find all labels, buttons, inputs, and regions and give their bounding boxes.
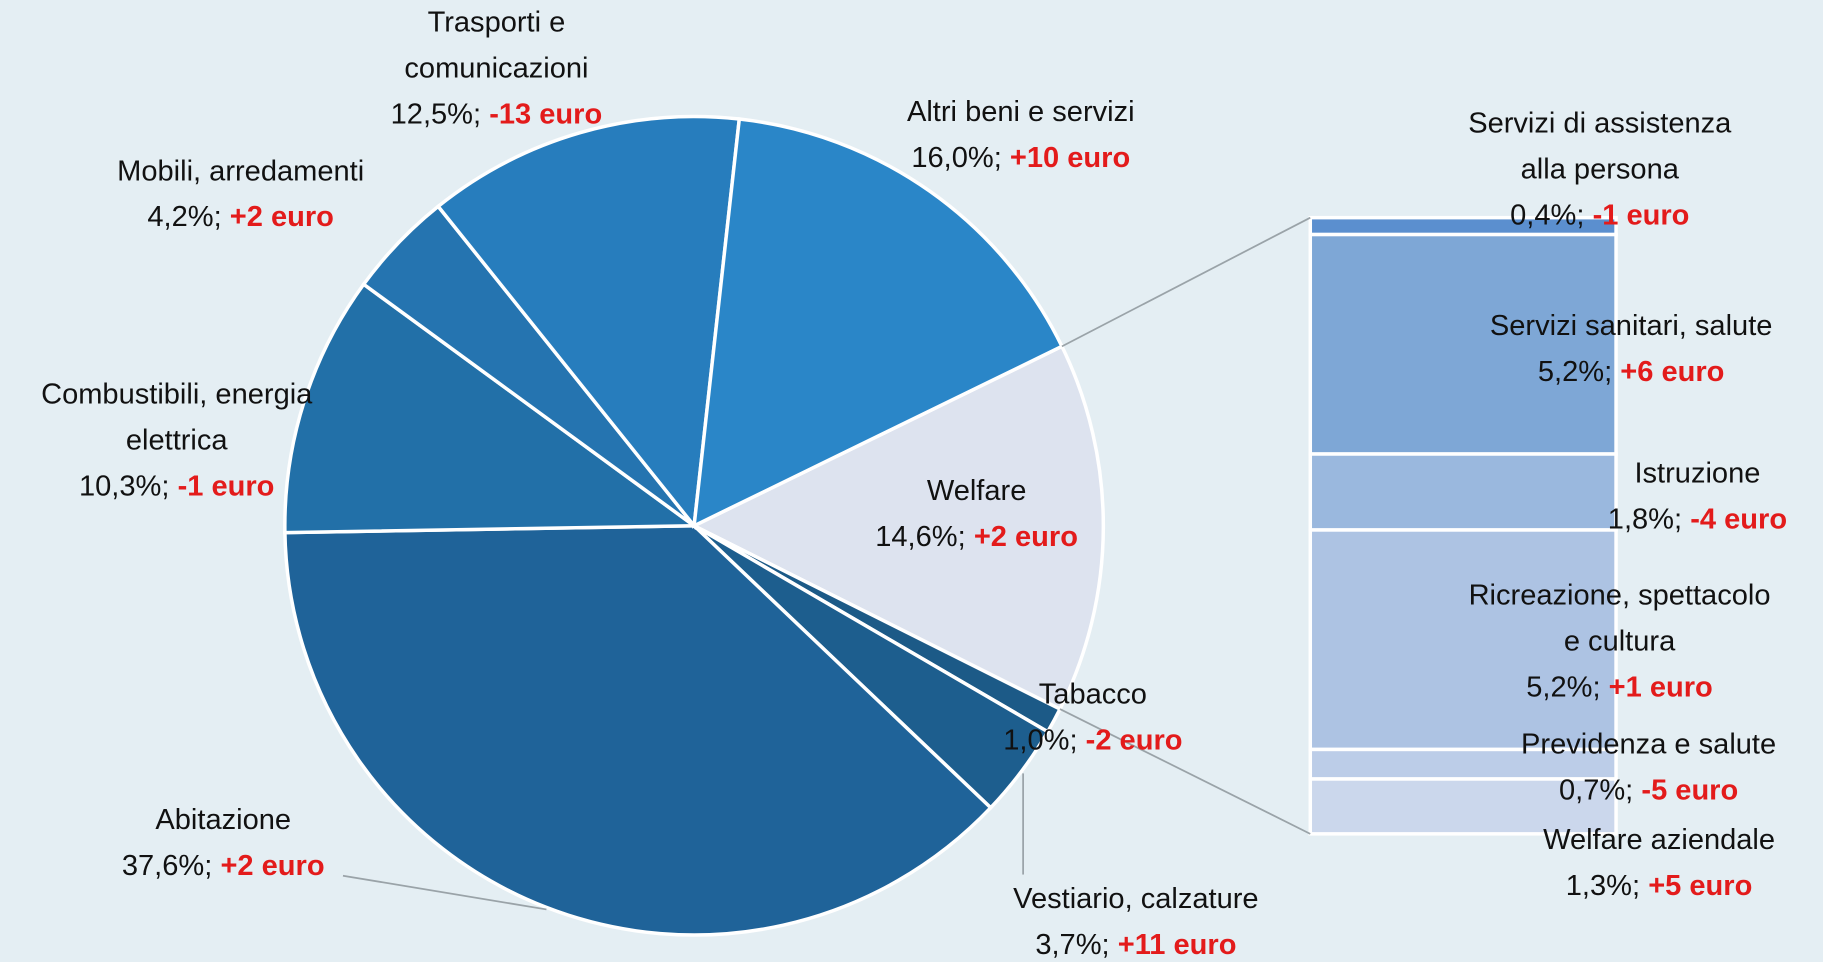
category-label: Welfare aziendale xyxy=(1543,824,1775,856)
category-label: Ricreazione, spettacolo e cultura xyxy=(1469,579,1771,657)
category-label: Istruzione xyxy=(1634,457,1760,489)
percent-label: 5,2%; xyxy=(1538,356,1612,388)
percent-label: 37,6%; xyxy=(122,850,212,882)
pie-slice xyxy=(435,114,742,531)
pie-slice xyxy=(692,117,1065,529)
category-label: Abitazione xyxy=(155,804,291,836)
percent-label: 1,0%; xyxy=(1003,724,1077,756)
bar-segment xyxy=(1308,528,1618,752)
change-label: -1 euro xyxy=(1593,199,1690,231)
category-label: Welfare xyxy=(927,475,1027,507)
category-label: Mobili, arredamenti xyxy=(117,155,364,187)
change-label: +5 euro xyxy=(1648,869,1752,901)
leader-line xyxy=(342,874,547,911)
percent-label: 5,2%; xyxy=(1526,671,1600,703)
category-label: Combustibili, energia elettrica xyxy=(41,378,313,456)
change-label: -1 euro xyxy=(178,470,275,502)
value-label: 0,4%; -1 euro xyxy=(1510,199,1689,231)
change-label: -5 euro xyxy=(1641,774,1738,806)
bar-segment xyxy=(1308,232,1618,456)
value-label: 1,8%; -4 euro xyxy=(1608,503,1787,535)
pie-slice xyxy=(283,524,994,937)
change-label: +6 euro xyxy=(1620,356,1724,388)
value-label: 1,3%; +5 euro xyxy=(1566,869,1753,901)
category-label: Vestiario, calzature xyxy=(1013,883,1258,915)
percent-label: 10,3%; xyxy=(79,470,169,502)
change-label: +1 euro xyxy=(1609,671,1713,703)
change-label: -13 euro xyxy=(489,98,602,130)
pie-slice xyxy=(283,281,700,535)
change-label: +11 euro xyxy=(1118,929,1237,961)
category-label: Trasporti e comunicazioni xyxy=(404,6,588,84)
value-label: 1,0%; -2 euro xyxy=(1003,724,1182,756)
percent-label: 0,7%; xyxy=(1559,774,1633,806)
value-label: 10,3%; -1 euro xyxy=(79,470,274,502)
connector-line xyxy=(1059,708,1311,835)
category-label: Altri beni e servizi xyxy=(907,96,1135,128)
value-label: 12,5%; -13 euro xyxy=(391,98,603,130)
percent-label: 3,7%; xyxy=(1035,929,1109,961)
percent-label: 14,6%; xyxy=(875,521,965,553)
value-label: 5,2%; +1 euro xyxy=(1526,671,1713,703)
percent-label: 4,2%; xyxy=(147,201,221,233)
change-label: +2 euro xyxy=(220,850,324,882)
change-label: +2 euro xyxy=(230,201,334,233)
value-label: 0,7%; -5 euro xyxy=(1559,774,1738,806)
change-label: -4 euro xyxy=(1690,503,1787,535)
percent-label: 12,5%; xyxy=(391,98,481,130)
category-label: Tabacco xyxy=(1039,678,1147,710)
change-label: +10 euro xyxy=(1010,142,1130,174)
value-label: 5,2%; +6 euro xyxy=(1538,356,1725,388)
pie-slice xyxy=(690,344,1106,712)
value-label: 14,6%; +2 euro xyxy=(875,521,1078,553)
category-label: Previdenza e salute xyxy=(1521,728,1776,760)
value-label: 4,2%; +2 euro xyxy=(147,201,334,233)
bar-segment xyxy=(1308,452,1618,532)
percent-label: 0,4%; xyxy=(1510,199,1584,231)
category-label: Servizi di assistenza alla persona xyxy=(1468,107,1732,185)
percent-label: 1,8%; xyxy=(1608,503,1682,535)
category-label: Servizi sanitari, salute xyxy=(1490,310,1773,342)
change-label: +2 euro xyxy=(974,521,1078,553)
change-label: -2 euro xyxy=(1086,724,1183,756)
value-label: 3,7%; +11 euro xyxy=(1035,929,1236,961)
percent-label: 1,3%; xyxy=(1566,869,1640,901)
value-label: 37,6%; +2 euro xyxy=(122,850,325,882)
bar-segment xyxy=(1308,777,1618,836)
value-label: 16,0%; +10 euro xyxy=(911,142,1130,174)
percent-label: 16,0%; xyxy=(911,142,1001,174)
bar-segment xyxy=(1308,747,1618,781)
connector-line xyxy=(1061,216,1311,348)
